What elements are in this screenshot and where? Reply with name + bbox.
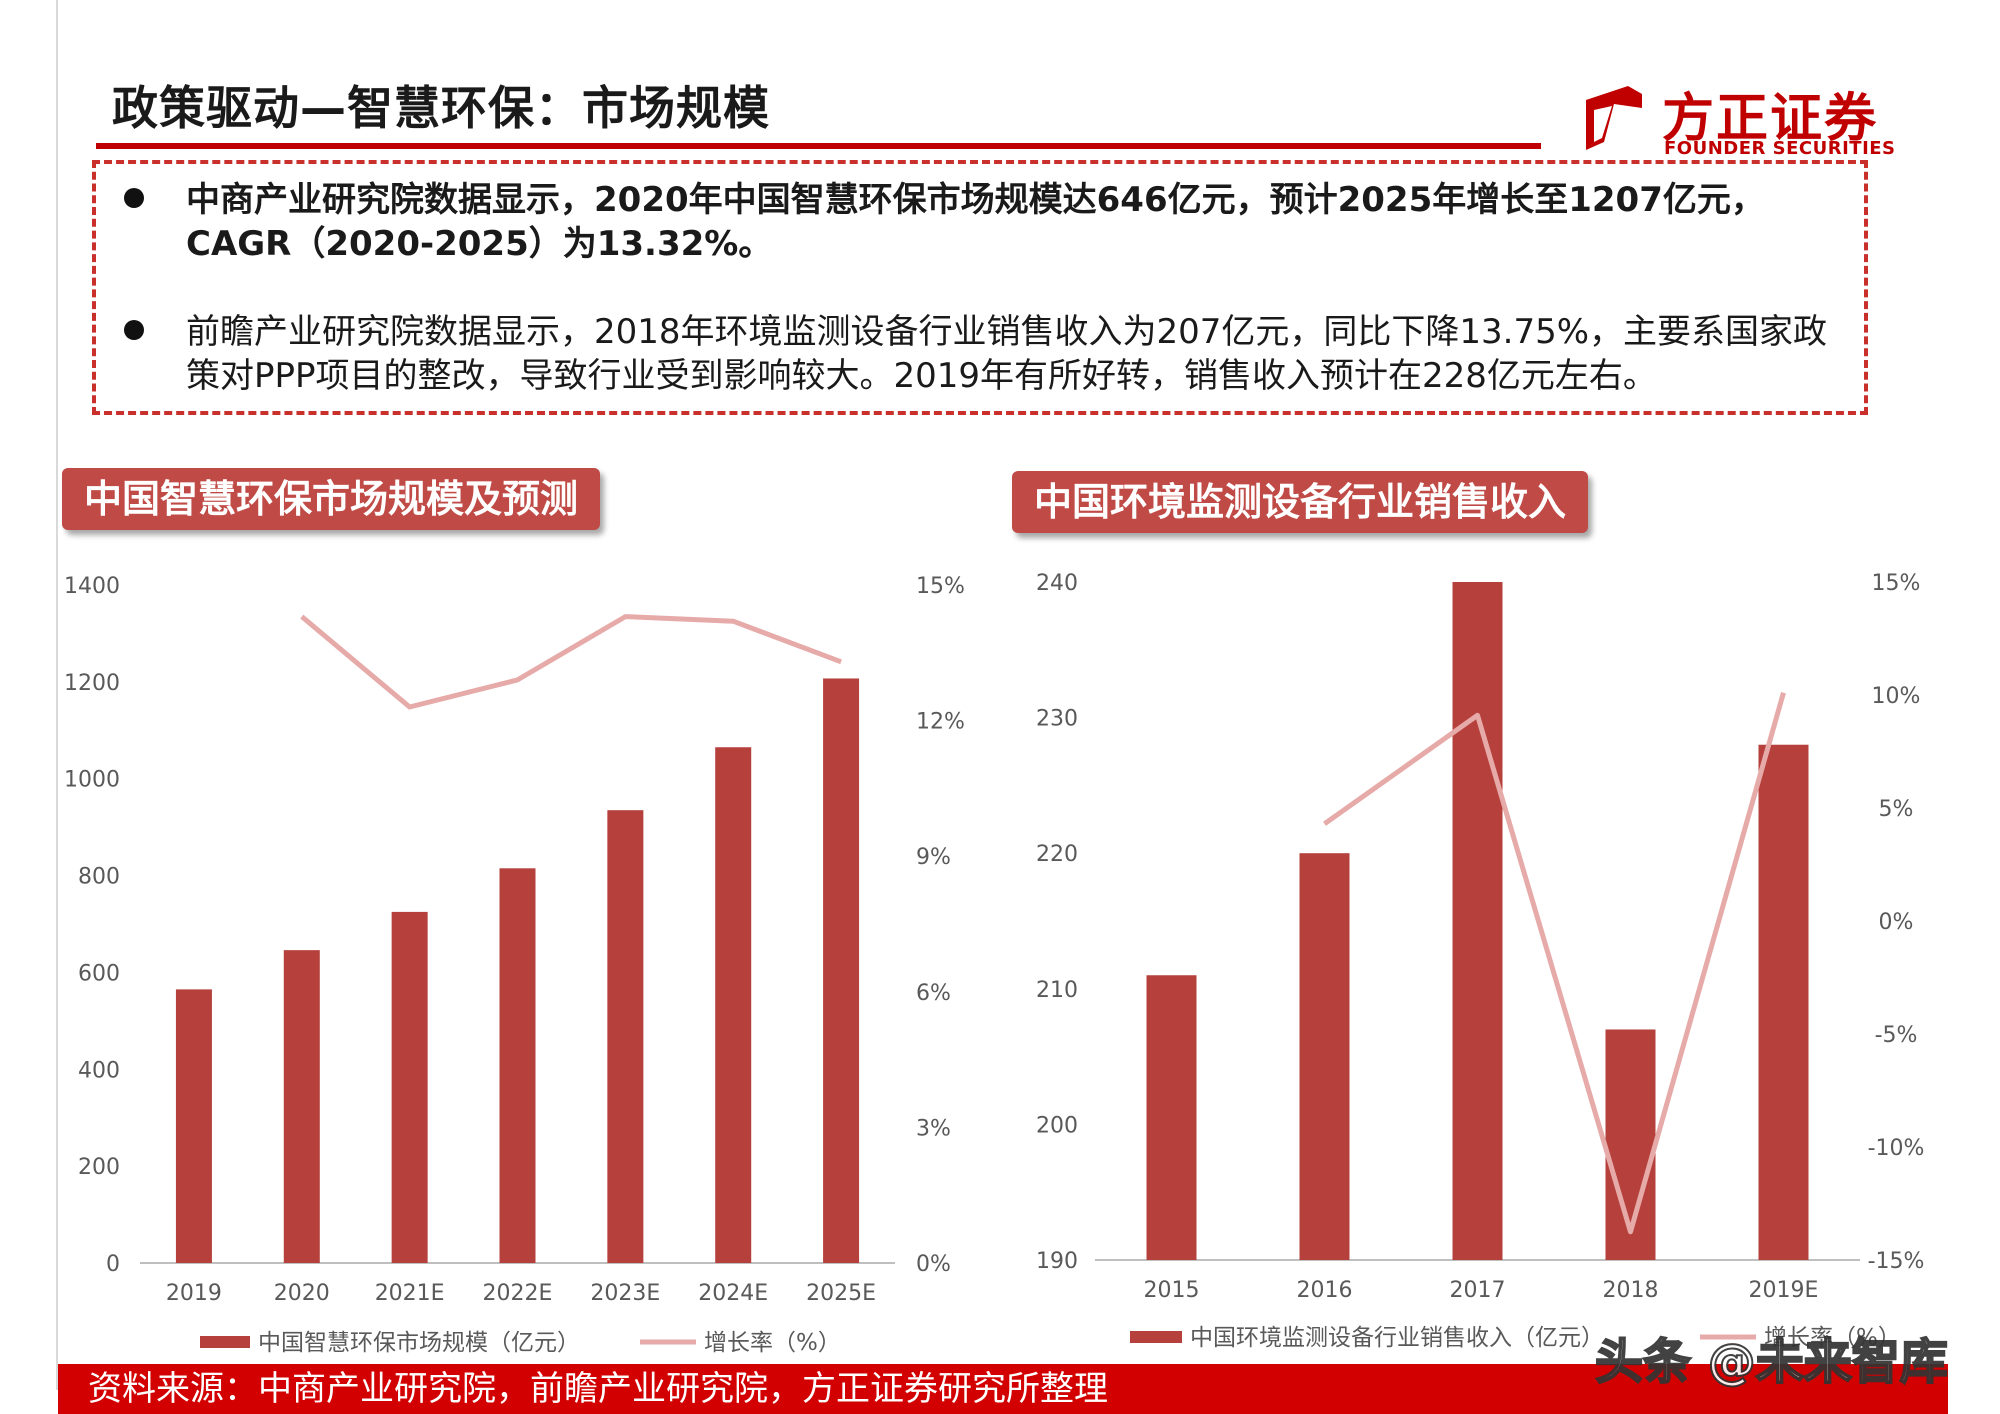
x-tick-label: 2019 — [166, 1281, 222, 1306]
y-right-tick-label: 9% — [916, 845, 951, 870]
y-left-tick-label: 240 — [1036, 571, 1078, 596]
bullet-dot-icon — [124, 188, 144, 208]
summary-bullet: 前瞻产业研究院数据显示，2018年环境监测设备行业销售收入为207亿元，同比下降… — [124, 310, 1844, 398]
y-right-tick-label: 10% — [1872, 684, 1921, 709]
y-left-tick-label: 220 — [1036, 842, 1078, 867]
y-right-tick-label: 3% — [916, 1116, 951, 1141]
x-tick-label: 2025E — [806, 1281, 876, 1306]
x-tick-label: 2016 — [1297, 1278, 1353, 1303]
bar — [1758, 744, 1809, 1260]
growth-rate-line — [1323, 692, 1786, 1235]
x-tick-label: 2015 — [1144, 1278, 1200, 1303]
page-title: 政策驱动—智慧环保：市场规模 — [112, 81, 770, 135]
bar — [1146, 975, 1197, 1260]
bar — [823, 678, 860, 1263]
y-right-tick-label: 15% — [916, 574, 965, 599]
y-right-tick-label: -15% — [1868, 1249, 1925, 1274]
bullet-text: 中商产业研究院数据显示，2020年中国智慧环保市场规模达646亿元，预计2025… — [186, 180, 1765, 264]
page-left-rule — [56, 0, 58, 1390]
founder-logo-mark-icon — [1586, 86, 1642, 150]
bar — [499, 868, 536, 1263]
y-right-tick-label: 12% — [916, 710, 965, 735]
x-tick-label: 2021E — [375, 1281, 445, 1306]
x-tick-label: 2020 — [274, 1281, 330, 1306]
bar — [391, 911, 428, 1263]
y-left-tick-label: 800 — [78, 865, 120, 890]
y-left-tick-label: 600 — [78, 961, 120, 986]
logo-english-name: FOUNDER SECURITIES — [1664, 138, 1896, 159]
title-underline — [96, 143, 1541, 149]
legend-label: 增长率（%） — [704, 1330, 841, 1356]
bar — [715, 747, 752, 1263]
y-right-tick-label: 15% — [1872, 571, 1921, 596]
legend-bar-swatch — [1130, 1331, 1182, 1343]
legend-bar-swatch — [200, 1336, 250, 1348]
x-tick-label: 2017 — [1450, 1278, 1506, 1303]
y-left-tick-label: 1000 — [64, 768, 120, 793]
watermark: 头条 @未来智库 — [1594, 1333, 1949, 1391]
x-tick-label: 2019E — [1749, 1278, 1819, 1303]
x-tick-label: 2023E — [590, 1281, 660, 1306]
y-left-tick-label: 0 — [106, 1252, 120, 1277]
founder-logo: 方正证券 FOUNDER SECURITIES — [1572, 72, 1895, 162]
bar — [175, 989, 212, 1263]
y-right-tick-label: 0% — [916, 1252, 951, 1277]
y-left-tick-label: 230 — [1036, 707, 1078, 732]
bar — [1299, 853, 1350, 1260]
bar — [283, 950, 320, 1263]
source-footer: 资料来源：中商产业研究院，前瞻产业研究院，方正证券研究所整理 — [58, 1364, 1948, 1414]
y-left-tick-label: 1400 — [64, 574, 120, 599]
y-right-tick-label: 0% — [1879, 910, 1914, 935]
y-right-tick-label: 5% — [1879, 797, 1914, 822]
source-text: 资料来源：中商产业研究院，前瞻产业研究院，方正证券研究所整理 — [88, 1369, 1108, 1409]
y-right-tick-label: 6% — [916, 981, 951, 1006]
x-tick-label: 2024E — [698, 1281, 768, 1306]
logo-chinese-name: 方正证券 — [1662, 89, 1879, 149]
y-left-tick-label: 400 — [78, 1058, 120, 1083]
bullet-dot-icon — [124, 320, 144, 340]
x-tick-label: 2022E — [483, 1281, 553, 1306]
legend-label: 中国智慧环保市场规模（亿元） — [258, 1330, 580, 1356]
growth-rate-line — [300, 614, 842, 710]
bar — [607, 810, 644, 1263]
y-right-tick-label: -5% — [1875, 1023, 1918, 1048]
summary-box: 中商产业研究院数据显示，2020年中国智慧环保市场规模达646亿元，预计2025… — [92, 160, 1868, 415]
x-tick-label: 2018 — [1603, 1278, 1659, 1303]
y-left-tick-label: 210 — [1036, 978, 1078, 1003]
legend-label: 中国环境监测设备行业销售收入（亿元） — [1190, 1325, 1604, 1351]
y-right-tick-label: -10% — [1868, 1136, 1925, 1161]
bar — [1605, 1029, 1656, 1260]
legend-label: 增长率（%） — [1764, 1325, 1901, 1351]
summary-bullet: 中商产业研究院数据显示，2020年中国智慧环保市场规模达646亿元，预计2025… — [124, 178, 1844, 266]
y-left-tick-label: 1200 — [64, 671, 120, 696]
y-left-tick-label: 200 — [78, 1155, 120, 1180]
bar — [1452, 582, 1503, 1260]
chart2-title: 中国环境监测设备行业销售收入 — [1012, 471, 1589, 533]
y-left-tick-label: 200 — [1036, 1113, 1078, 1138]
y-left-tick-label: 190 — [1036, 1249, 1078, 1274]
chart1-title: 中国智慧环保市场规模及预测 — [62, 468, 601, 530]
bullet-text: 前瞻产业研究院数据显示，2018年环境监测设备行业销售收入为207亿元，同比下降… — [186, 312, 1828, 396]
